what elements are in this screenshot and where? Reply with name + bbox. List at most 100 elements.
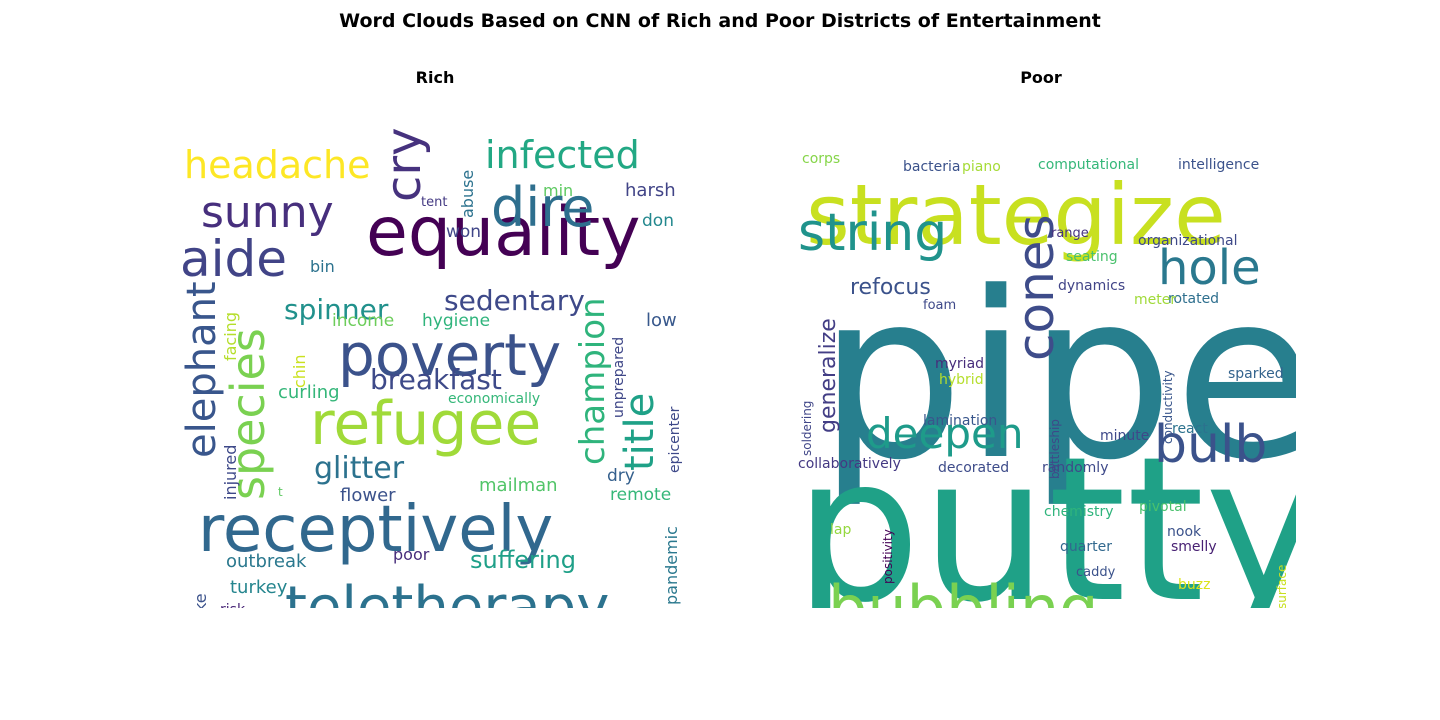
- word-soldering: soldering: [800, 401, 814, 456]
- word-bulb: bulb: [1154, 415, 1267, 475]
- rich-wordcloud-panel: Rich equality receptively refugee poverty te…: [180, 62, 690, 608]
- word-pivotal: pivotal: [1139, 499, 1187, 515]
- word-conductivity: conductivity: [1161, 370, 1175, 444]
- word-deepen: deepen: [866, 409, 1023, 458]
- word-teletherapy: teletherapy: [285, 575, 609, 608]
- word-injured: injured: [221, 445, 240, 500]
- word-t: t: [278, 485, 283, 499]
- word-don: don: [642, 211, 674, 231]
- word-hybrid: hybrid: [939, 372, 984, 388]
- word-bin: bin: [310, 257, 335, 276]
- word-chemistry: chemistry: [1044, 504, 1114, 520]
- word-quake: quake: [191, 593, 210, 608]
- word-seating: seating: [1066, 249, 1118, 265]
- word-corps: corps: [802, 151, 840, 167]
- word-caddy: caddy: [1076, 565, 1116, 580]
- word-sparked: sparked: [1228, 366, 1284, 382]
- word-receptively: receptively: [198, 493, 553, 567]
- word-income: income: [332, 311, 394, 331]
- word-collaboratively: collaboratively: [798, 456, 901, 472]
- poor-panel-title: Poor: [1020, 68, 1062, 87]
- word-decorated: decorated: [938, 460, 1009, 476]
- word-outbreak: outbreak: [226, 551, 307, 572]
- word-minute: minute: [1100, 428, 1149, 444]
- word-strategize: strategize: [806, 166, 1226, 264]
- word-abuse: abuse: [458, 170, 477, 218]
- word-harsh: harsh: [625, 180, 676, 201]
- word-min: min: [543, 181, 573, 200]
- word-cry: cry: [376, 127, 432, 202]
- word-generalize: generalize: [816, 318, 841, 433]
- word-unprepared: unprepared: [611, 337, 627, 418]
- word-bacteria: bacteria: [903, 159, 961, 175]
- word-species: species: [221, 328, 275, 500]
- word-epicenter: epicenter: [667, 406, 683, 473]
- word-battleship: battleship: [1048, 419, 1062, 479]
- word-flower: flower: [340, 485, 396, 506]
- word-putty: putty: [794, 414, 1296, 608]
- word-bubbling: bubbling: [828, 572, 1098, 608]
- word-dire: dire: [491, 176, 595, 239]
- word-risk: risk: [220, 602, 246, 608]
- rich-panel-title: Rich: [415, 68, 455, 87]
- word-sunny: sunny: [201, 187, 334, 238]
- word-infected: infected: [485, 133, 640, 177]
- word-lap: lap: [830, 522, 851, 538]
- word-lamination: lamination: [923, 413, 997, 429]
- word-output: output: [1188, 607, 1261, 608]
- word-hygiene: hygiene: [422, 311, 490, 331]
- word-buzz: buzz: [1178, 577, 1210, 593]
- word-facing: facing: [221, 312, 240, 361]
- word-headache: headache: [184, 143, 371, 187]
- word-refocus: refocus: [850, 275, 931, 300]
- word-surface: surface: [1275, 565, 1289, 608]
- word-spinner: spinner: [284, 293, 389, 326]
- word-pandemic: pandemic: [662, 526, 681, 605]
- word-title: title: [617, 393, 663, 471]
- word-react: react: [1172, 421, 1208, 437]
- word-nook: nook: [1167, 524, 1202, 540]
- word-sedentary: sedentary: [444, 284, 585, 317]
- word-chin: chin: [290, 354, 309, 388]
- word-low: low: [646, 310, 677, 331]
- word-rotated: rotated: [1168, 291, 1219, 307]
- word-champion: champion: [573, 297, 613, 465]
- word-economically: economically: [448, 391, 540, 407]
- word-myriad: myriad: [935, 356, 984, 372]
- word-refugee: refugee: [310, 389, 541, 459]
- word-piano: piano: [962, 159, 1001, 175]
- word-randomly: randomly: [1042, 460, 1108, 476]
- word-turkey: turkey: [230, 577, 288, 598]
- word-tent: tent: [421, 195, 447, 210]
- word-intelligence: intelligence: [1178, 157, 1259, 173]
- word-smelly: smelly: [1171, 539, 1217, 555]
- word-cones: cones: [1007, 214, 1065, 361]
- word-glitter: glitter: [314, 451, 405, 486]
- word-meter: meter: [1134, 292, 1176, 308]
- word-organizational: organizational: [1138, 233, 1238, 249]
- word-dynamics: dynamics: [1058, 278, 1125, 294]
- word-range: range: [1051, 226, 1089, 241]
- word-elephant: elephant: [180, 281, 225, 458]
- word-quarter: quarter: [1060, 539, 1112, 555]
- word-equality: equality: [366, 193, 640, 272]
- word-poor: poor: [393, 545, 430, 564]
- figure-title: Word Clouds Based on CNN of Rich and Poo…: [339, 10, 1101, 32]
- word-breakfast: breakfast: [370, 363, 502, 396]
- word-foam: foam: [923, 298, 956, 313]
- word-curling: curling: [278, 382, 340, 403]
- word-mailman: mailman: [479, 475, 558, 496]
- word-remote: remote: [610, 485, 671, 505]
- word-pipe: pipe: [818, 244, 1296, 511]
- word-hole: hole: [1158, 240, 1261, 296]
- word-poverty: poverty: [338, 321, 561, 389]
- word-computational: computational: [1038, 157, 1139, 173]
- word-suffering: suffering: [470, 546, 576, 574]
- word-positivity: positivity: [881, 529, 895, 584]
- word-string: string: [798, 203, 947, 263]
- word-won: won: [446, 222, 481, 242]
- word-dry: dry: [607, 466, 635, 486]
